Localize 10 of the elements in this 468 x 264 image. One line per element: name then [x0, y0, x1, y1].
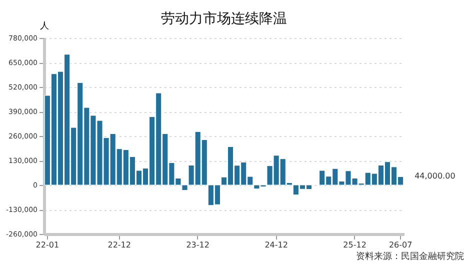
chart-title: 劳动力市场连续降温	[161, 11, 287, 27]
annotation: 44,000.00	[414, 172, 456, 181]
x-tick-label: 22-12	[108, 240, 131, 250]
x-tick-label: 24-12	[264, 240, 288, 250]
text: 资料来源：民国金融研究院	[356, 251, 464, 262]
x-tick-label: 25-12	[343, 240, 366, 250]
x-tick-label: 23-12	[186, 240, 210, 250]
x-tick-label: 26-07	[388, 240, 412, 250]
x-tick-label: 22-01	[36, 240, 60, 250]
y-axis-title: 人	[40, 20, 49, 32]
